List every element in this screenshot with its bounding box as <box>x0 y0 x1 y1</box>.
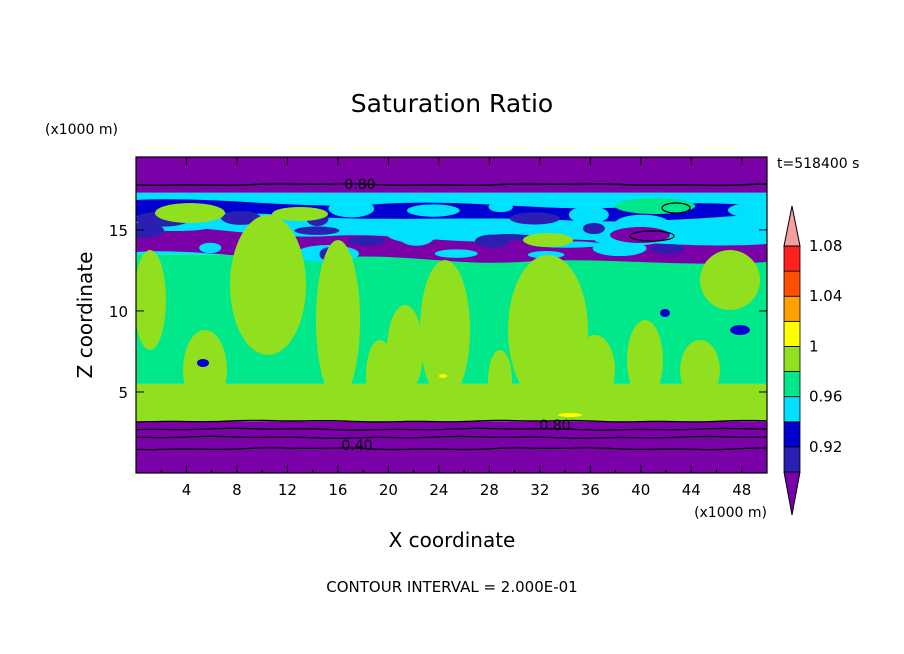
blue-spot <box>730 325 750 335</box>
colorbar-tick-label: 1.04 <box>809 287 842 305</box>
x-tick-label: 32 <box>530 481 549 499</box>
colorbar-low-arrow <box>783 471 801 516</box>
x-tick-label: 44 <box>682 481 701 499</box>
time-label: t=518400 s <box>777 156 859 172</box>
colorbar-high-arrow <box>783 205 801 247</box>
x-tick-label: 24 <box>429 481 448 499</box>
chart-title: Saturation Ratio <box>351 89 553 118</box>
indigo-patch <box>348 236 387 246</box>
colorbar-tick-label: 0.92 <box>809 438 842 456</box>
field-features <box>136 198 767 417</box>
convective-cell <box>488 350 512 410</box>
cyan-patch <box>434 249 478 258</box>
colorbar-segment <box>783 270 801 297</box>
x-tick-label: 36 <box>581 481 600 499</box>
colorbar-segment <box>783 396 801 423</box>
colorbar-legend: 1.08 1.04 1 0.96 0.92 <box>783 205 842 516</box>
green-patch <box>272 207 328 221</box>
cyan-patch <box>592 240 647 257</box>
convective-cell <box>680 340 720 400</box>
indigo-patch <box>482 234 536 241</box>
teal-patch <box>615 198 695 214</box>
x-tick-label: 4 <box>182 481 192 499</box>
indigo-patch <box>651 244 685 254</box>
convective-cell <box>230 215 306 355</box>
x-tick-label: 48 <box>732 481 751 499</box>
contour-label-bottom: 0.40 <box>341 438 372 454</box>
contour-0.60-lower <box>136 435 767 439</box>
contour-closed-loop <box>629 230 675 242</box>
convective-cell <box>700 250 760 310</box>
x-axis-title: X coordinate <box>389 528 516 552</box>
y-tick-label: 5 <box>118 384 128 402</box>
cyan-patch <box>488 201 513 213</box>
contour-closed-loop <box>661 202 691 214</box>
green-patch <box>523 233 573 247</box>
colorbar-segment <box>783 346 801 372</box>
convective-cell <box>420 260 470 400</box>
indigo-patch <box>294 226 340 235</box>
x-tick-label: 12 <box>278 481 297 499</box>
green-patch <box>155 203 225 223</box>
contour-lower-1 <box>136 419 767 423</box>
convective-cell <box>183 330 227 410</box>
indigo-patch <box>582 222 605 235</box>
contour-interval-footer: CONTOUR INTERVAL = 2.000E-01 <box>326 578 577 596</box>
cyan-patch <box>727 201 767 219</box>
x-unit-label: (x1000 m) <box>694 505 767 521</box>
cyan-patch <box>199 242 222 254</box>
colorbar-segment <box>783 421 801 448</box>
colorbar-segment <box>783 371 801 398</box>
blue-spot <box>660 309 670 317</box>
yellow-spot <box>439 374 447 378</box>
x-tick-label: 28 <box>480 481 499 499</box>
contour-0.80-lower <box>136 427 766 431</box>
x-axis-ticks: 4 8 12 16 20 24 28 32 36 40 44 48 <box>160 157 751 499</box>
convective-cell <box>387 305 423 395</box>
colorbar-segment <box>783 295 801 322</box>
contour-label-mid: 0.80 <box>539 418 570 434</box>
colorbar-segment <box>783 320 801 347</box>
x-tick-label: 8 <box>232 481 242 499</box>
colorbar-tick-label: 0.96 <box>809 388 842 406</box>
colorbar-segment <box>783 245 801 272</box>
cyan-patch <box>387 227 441 243</box>
contour-0.80-upper <box>136 183 767 187</box>
cyan-patch <box>406 204 460 217</box>
y-tick-label: 15 <box>109 222 128 240</box>
convective-cell <box>627 320 663 400</box>
y-axis-title: Z coordinate <box>73 252 97 379</box>
x-tick-label: 40 <box>631 481 650 499</box>
convective-cell <box>136 250 166 350</box>
y-unit-label: (x1000 m) <box>45 122 118 138</box>
cyan-patch <box>568 206 609 224</box>
x-tick-label: 16 <box>328 481 347 499</box>
y-axis-ticks: 5 10 15 <box>109 222 767 402</box>
cyan-patch <box>328 199 375 218</box>
colorbar-tick-label: 1 <box>809 337 819 355</box>
convective-cell <box>316 240 360 400</box>
contour-label-top: 0.80 <box>344 177 375 193</box>
field-contours <box>136 183 767 451</box>
indigo-patch <box>136 222 164 238</box>
colorbar-tick-label: 1.08 <box>809 237 842 255</box>
x-tick-label: 20 <box>379 481 398 499</box>
indigo-patch <box>509 212 560 225</box>
field-layer-4 <box>136 157 767 193</box>
y-tick-label: 10 <box>109 303 128 321</box>
colorbar-segment <box>783 446 801 473</box>
convective-cell <box>508 255 588 405</box>
field-plot <box>136 157 767 473</box>
cyan-patch <box>719 223 767 240</box>
convective-cell <box>575 335 615 405</box>
convective-cell <box>366 340 394 410</box>
indigo-patch <box>220 210 261 225</box>
plot-frame <box>135 156 768 474</box>
yellow-spot <box>558 413 582 417</box>
contour-0.40 <box>136 447 766 451</box>
blue-spot <box>197 359 209 367</box>
